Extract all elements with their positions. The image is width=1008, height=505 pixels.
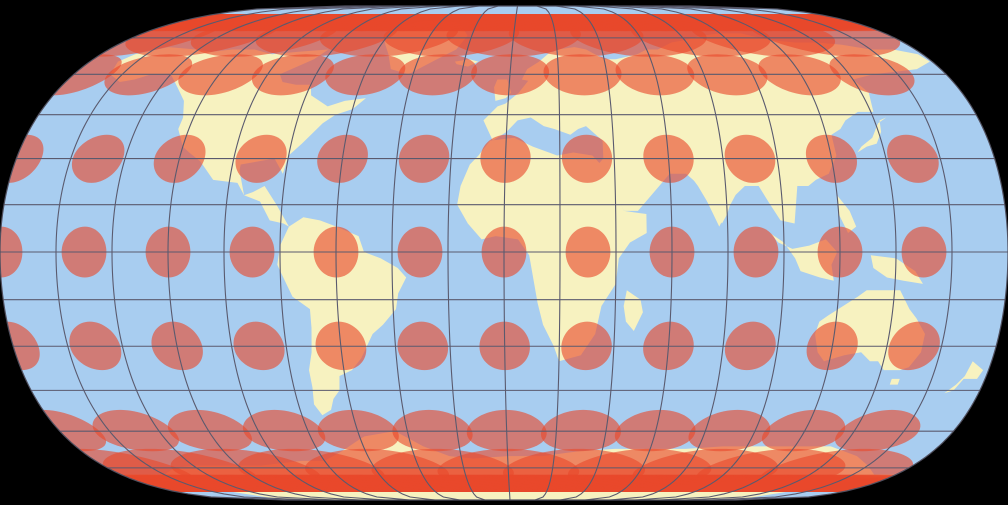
- landmass-madagascar: [623, 290, 643, 331]
- landmass-japan: [857, 117, 887, 153]
- tissot-indicatrix-polar: [499, 14, 879, 32]
- tissot-indicatrix: [614, 409, 696, 452]
- tissot-indicatrix: [317, 409, 399, 452]
- tissot-indicatrix: [761, 409, 846, 452]
- landmass-new-guinea: [870, 255, 923, 284]
- tissot-indicatrix: [392, 409, 473, 452]
- map-outline: [0, 5, 1008, 501]
- tissot-indicatrix: [178, 54, 263, 96]
- tissot-indicatrix: [325, 54, 406, 96]
- tissot-indicatrix: [42, 409, 107, 452]
- tissot-indicatrix: [543, 54, 622, 96]
- tissot-indicatrix: [251, 54, 334, 96]
- tissot-indicatrix: [398, 54, 477, 96]
- tissot-indicatrix: [758, 54, 841, 96]
- landmass-new-zealand: [944, 361, 984, 394]
- landmass-north-america: [110, 47, 366, 227]
- tissot-indicatrix: [53, 54, 122, 96]
- tissot-indicatrix: [829, 54, 915, 96]
- landmass-india-arabia-link: [686, 164, 759, 227]
- graticule-layer: [0, 6, 1008, 500]
- tissot-indicatrix: [167, 409, 252, 452]
- tissot-indicatrix: [104, 54, 193, 96]
- tissot-indicatrix: [540, 409, 621, 452]
- landmass-south-america: [277, 217, 407, 416]
- landmass-tasmania: [889, 378, 900, 385]
- tissot-indicatrix: [615, 54, 695, 96]
- tissot-indicatrix: [835, 409, 921, 452]
- tissot-indicatrix: [92, 409, 179, 452]
